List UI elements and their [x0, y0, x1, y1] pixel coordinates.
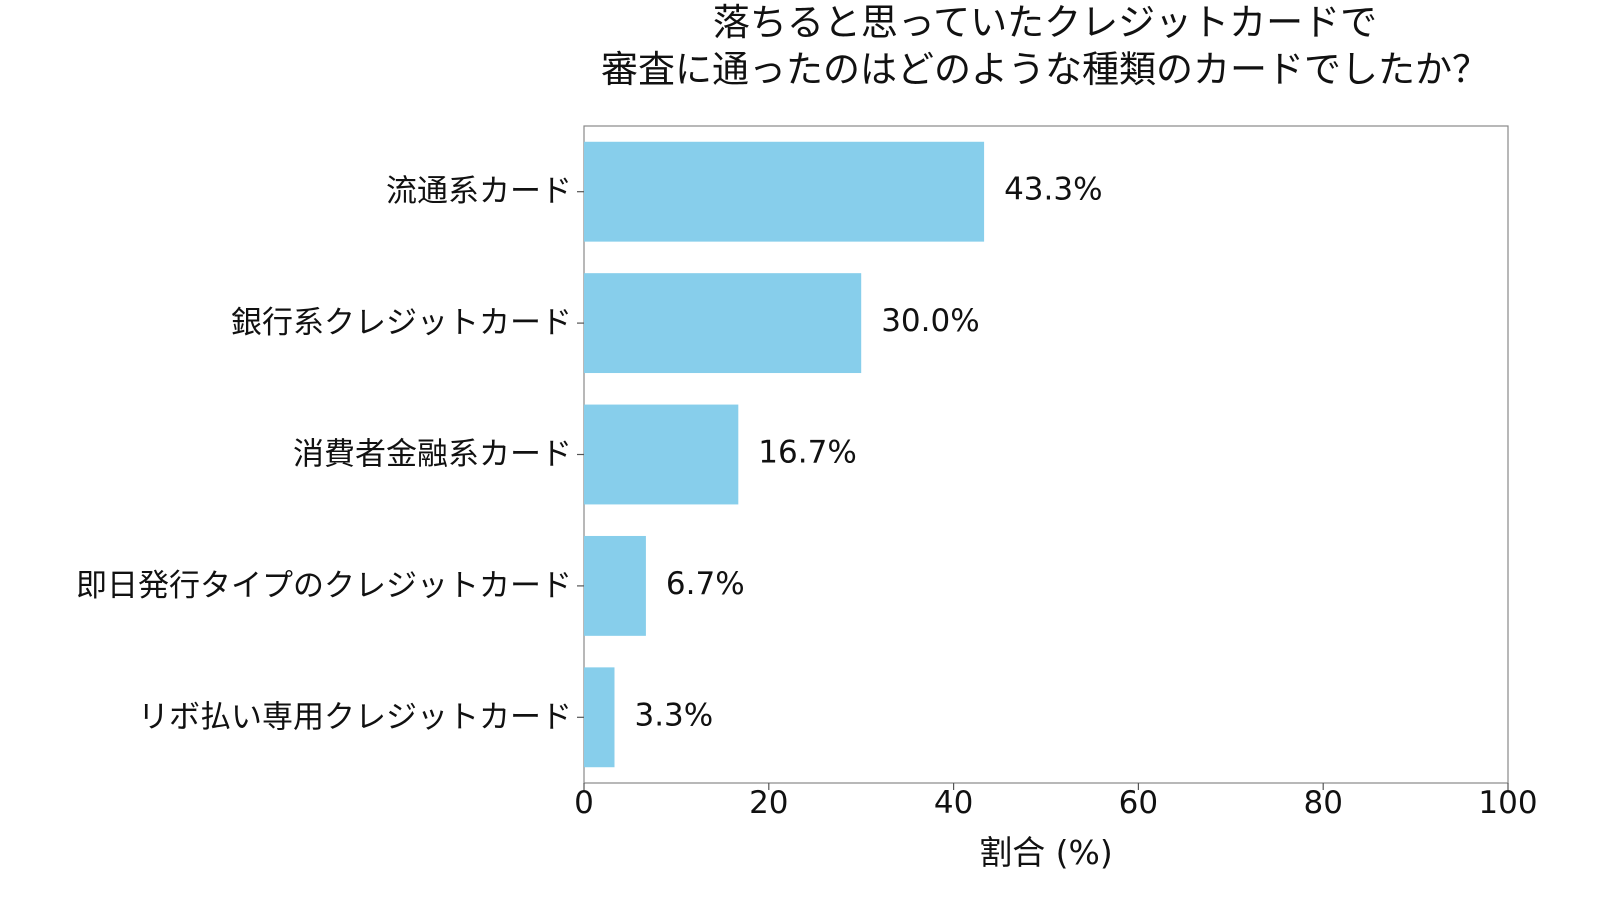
x-tick-label: 0: [574, 785, 594, 821]
chart-title-line-1: 落ちると思っていたクレジットカードで: [713, 1, 1377, 44]
category-label: 銀行系クレジットカード: [231, 305, 572, 341]
value-label: 43.3%: [1004, 172, 1102, 208]
bar: [584, 141, 985, 242]
chart-title-line-2: 審査に通ったのはどのような種類のカードでしたか？: [601, 48, 1489, 91]
bar: [584, 273, 862, 374]
x-tick-label: 60: [1119, 785, 1158, 821]
x-tick-label: 80: [1303, 785, 1342, 821]
x-axis: 0 20 40 60 80 100: [574, 783, 1538, 821]
category-label: 流通系カード: [386, 174, 572, 210]
category-label: 消費者金融系カード: [293, 437, 572, 473]
value-label: 3.3%: [634, 697, 713, 733]
value-label: 16.7%: [758, 435, 856, 471]
value-label: 30.0%: [881, 303, 979, 339]
category-label: 即日発行タイプのクレジットカード: [76, 568, 572, 604]
value-label: 6.7%: [666, 566, 745, 602]
x-tick-label: 20: [749, 785, 788, 821]
bar: [584, 404, 739, 505]
bar: [584, 667, 615, 768]
chart-title: 落ちると思っていたクレジットカードで 審査に通ったのはどのような種類のカードでし…: [601, 1, 1489, 91]
x-tick-label: 40: [934, 785, 973, 821]
x-axis-label: 割合 (%): [979, 833, 1113, 872]
bars-layer: 流通系カード 43.3% 銀行系クレジットカード 30.0% 消費者金融系カード 16.7…: [76, 141, 1103, 768]
bar: [584, 535, 646, 636]
x-tick-label: 100: [1478, 785, 1537, 821]
category-label: リボ払い専用クレジットカード: [138, 699, 572, 735]
